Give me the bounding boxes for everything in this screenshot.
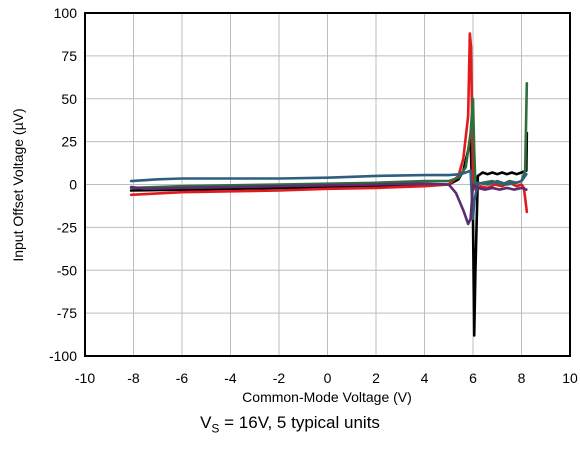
caption-subscript: S [211, 421, 220, 436]
y-tick-labels: -100 -75 -50 -25 0 25 50 75 100 [49, 5, 77, 364]
series-line-3 [129, 82, 529, 190]
series-layer [129, 32, 529, 337]
caption-suffix: = 16V, 5 typical units [219, 413, 380, 432]
x-axis-label: Common-Mode Voltage (V) [242, 389, 412, 405]
x-tick-label: -6 [176, 370, 189, 386]
y-tick-label: -50 [57, 262, 77, 278]
x-tick-label: 2 [372, 370, 380, 386]
caption-prefix: V [200, 413, 212, 432]
y-tick-label: 75 [61, 48, 77, 64]
y-tick-label: -75 [57, 305, 77, 321]
y-tick-label: 0 [69, 177, 77, 193]
x-tick-label: -4 [224, 370, 237, 386]
y-tick-label: 100 [54, 5, 78, 21]
plot-frame [84, 12, 571, 357]
chart-caption: VS = 16V, 5 typical units [0, 413, 580, 435]
x-tick-labels: -10 -8 -6 -4 -2 0 2 4 6 8 10 [75, 370, 578, 386]
x-tick-label: -8 [127, 370, 140, 386]
x-tick-label: -10 [75, 370, 95, 386]
y-tick-label: -25 [57, 219, 77, 235]
x-tick-label: 8 [518, 370, 526, 386]
series-line-5 [129, 182, 528, 226]
y-tick-label: -100 [49, 348, 77, 364]
y-axis-label: Input Offset Voltage (µV) [10, 108, 26, 261]
x-tick-label: 0 [324, 370, 332, 386]
x-tick-label: -2 [273, 370, 286, 386]
x-tick-label: 4 [421, 370, 429, 386]
series-line-1 [129, 131, 529, 337]
series-line-4 [129, 169, 528, 221]
x-tick-label: 10 [562, 370, 578, 386]
y-tick-label: 25 [61, 134, 77, 150]
y-tick-label: 50 [61, 91, 77, 107]
x-tick-label: 6 [469, 370, 477, 386]
